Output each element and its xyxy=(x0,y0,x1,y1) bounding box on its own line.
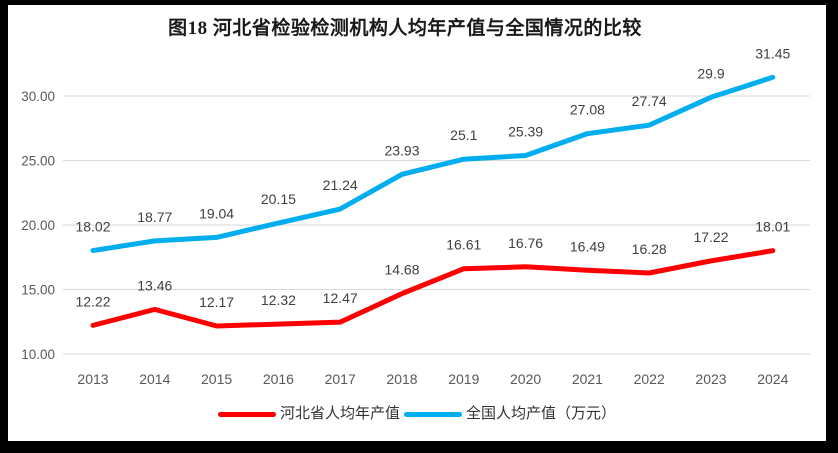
data-label-hebei: 12.32 xyxy=(261,292,296,308)
data-label-national: 27.74 xyxy=(632,93,667,109)
x-axis-tick-label: 2014 xyxy=(139,371,170,387)
x-axis-tick-label: 2015 xyxy=(201,371,232,387)
legend-swatch-hebei xyxy=(217,411,276,417)
legend-swatch-national xyxy=(404,411,462,417)
data-label-hebei: 12.47 xyxy=(323,290,358,306)
data-label-national: 18.02 xyxy=(75,219,110,235)
data-label-hebei: 18.01 xyxy=(755,219,790,235)
y-axis-tick-label: 15.00 xyxy=(21,283,55,298)
x-axis-tick-label: 2017 xyxy=(325,371,356,387)
data-label-hebei: 16.49 xyxy=(570,238,605,254)
data-label-national: 19.04 xyxy=(199,205,234,221)
series-line-national xyxy=(90,74,776,254)
x-axis-tick-label: 2024 xyxy=(757,371,788,387)
x-axis-tick-label: 2022 xyxy=(634,371,665,387)
data-label-national: 29.9 xyxy=(697,65,724,81)
data-label-national: 18.77 xyxy=(137,209,172,225)
chart-area: 图18 河北省检验检测机构人均年产值与全国情况的比较 10.00 15.00 20.… xyxy=(8,5,826,441)
series-line-hebei xyxy=(90,248,776,329)
chart-legend: 河北省人均年产值 全国人均产值（万元） xyxy=(8,404,826,424)
data-label-hebei: 16.76 xyxy=(508,235,543,251)
y-axis-tick-label: 20.00 xyxy=(21,218,55,233)
chart-title: 图18 河北省检验检测机构人均年产值与全国情况的比较 xyxy=(168,18,642,39)
x-axis-tick-label: 2013 xyxy=(77,371,108,387)
data-label-national: 23.93 xyxy=(384,142,419,158)
data-label-hebei: 12.17 xyxy=(199,294,234,310)
y-axis-tick-label: 25.00 xyxy=(21,154,55,169)
data-label-hebei: 14.68 xyxy=(384,262,419,278)
legend-label-hebei: 河北省人均年产值 xyxy=(279,405,400,422)
x-axis-tick-label: 2021 xyxy=(572,371,603,387)
line-chart-canvas: 10.00 15.00 20.00 25.00 30.00 2013 2014 2015 201… xyxy=(21,45,810,387)
legend-label-national: 全国人均产值（万元） xyxy=(466,405,617,422)
y-axis-tick-label: 30.00 xyxy=(21,89,55,104)
data-label-hebei: 16.61 xyxy=(446,237,481,253)
x-axis-tick-label: 2016 xyxy=(263,371,294,387)
data-label-hebei: 17.22 xyxy=(693,229,728,245)
data-label-national: 21.24 xyxy=(323,177,358,193)
x-axis-tick-label: 2020 xyxy=(510,371,541,387)
data-label-hebei: 16.28 xyxy=(632,241,667,257)
data-label-national: 20.15 xyxy=(261,191,296,207)
data-label-hebei: 13.46 xyxy=(137,277,172,293)
data-label-national: 25.1 xyxy=(450,127,477,143)
data-label-national: 31.45 xyxy=(755,45,790,61)
data-label-national: 25.39 xyxy=(508,123,543,139)
data-label-hebei: 12.22 xyxy=(75,293,110,309)
y-axis-tick-label: 10.00 xyxy=(21,347,55,362)
x-axis-tick-label: 2019 xyxy=(448,371,479,387)
data-label-national: 27.08 xyxy=(570,102,605,118)
x-axis-tick-label: 2023 xyxy=(695,371,726,387)
x-axis-tick-label: 2018 xyxy=(386,371,417,387)
